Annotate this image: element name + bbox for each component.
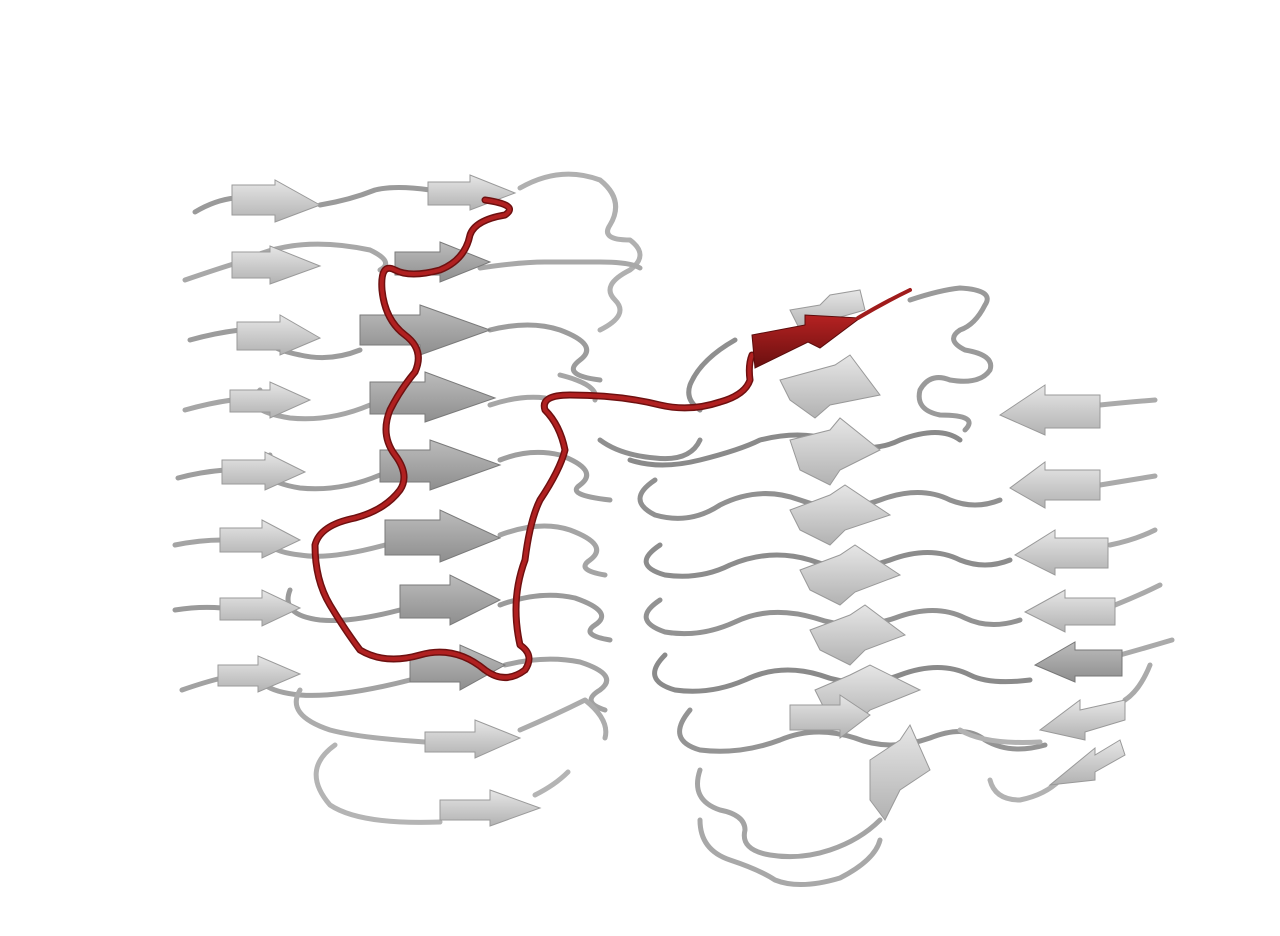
right-domain-coils [597,285,1175,888]
left-domain-strands [217,174,542,827]
highlighted-segment [311,196,912,681]
